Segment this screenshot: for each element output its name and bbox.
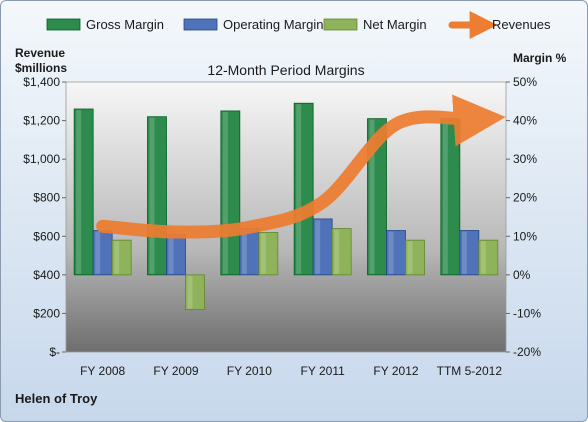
bar-net-margin (111, 239, 132, 276)
bar-highlight (260, 233, 266, 274)
category-label: TTM 5-2012 (437, 364, 503, 378)
revenue-line (96, 94, 506, 239)
company-label: Helen of Troy (15, 391, 98, 406)
bar-highlight (442, 119, 448, 274)
left-axis-tick-label: $400 (33, 268, 60, 282)
bar-highlight (114, 241, 120, 274)
bar-highlight (480, 241, 486, 274)
bar-gross-margin (73, 108, 94, 276)
right-axis-tick-label: 0% (513, 268, 531, 282)
bar-highlight (241, 229, 247, 274)
right-axis-tick-label: 50% (513, 75, 537, 89)
legend-label: Net Margin (363, 17, 427, 32)
left-axis-tick-label: $- (49, 345, 60, 359)
category-label: FY 2011 (301, 364, 346, 378)
bar-highlight (222, 111, 228, 274)
right-axis-tick-label: 10% (513, 229, 537, 243)
bar-net-margin (185, 274, 205, 310)
bar-highlight (369, 119, 375, 274)
left-axis-title-line1: Revenue (15, 46, 65, 60)
left-axis-tick-label: $200 (33, 306, 60, 320)
right-axis-tick-label: 30% (513, 152, 537, 166)
category-label: FY 2009 (153, 364, 198, 378)
chart-title: 12-Month Period Margins (207, 62, 364, 78)
bar-net-margin (258, 232, 279, 276)
right-axis-tick-label: 40% (513, 114, 537, 128)
bar-highlight (334, 229, 340, 274)
right-axis-tick-label: 20% (513, 191, 537, 205)
category-label: FY 2010 (227, 364, 272, 378)
left-axis-tick-label: $1,200 (23, 114, 60, 128)
right-axis-tick-label: -10% (513, 306, 541, 320)
bar-gross-margin (367, 118, 387, 276)
legend-label: Revenues (492, 17, 551, 32)
bar-net-margin (405, 239, 425, 276)
bar-highlight (296, 104, 302, 274)
bar-highlight (461, 231, 467, 274)
left-axis-tick-label: $800 (33, 191, 60, 205)
bar-highlight (168, 235, 174, 274)
left-axis-tick-label: $1,400 (23, 75, 60, 89)
right-axis-title: Margin % (513, 51, 567, 65)
bar-highlight (95, 231, 101, 274)
category-label: FY 2008 (80, 364, 125, 378)
left-axis-tick-label: $600 (33, 229, 60, 243)
bar-net-margin (331, 228, 352, 276)
legend-swatch-gross-margin (46, 18, 81, 31)
bar-highlight (407, 241, 413, 274)
bar-highlight (187, 275, 193, 309)
left-axis-title-line2: $millions (15, 61, 67, 75)
bar-gross-margin (293, 102, 314, 276)
bar-highlight (315, 219, 321, 274)
legend-label: Operating Margin (223, 17, 323, 32)
bar-net-margin (478, 239, 499, 276)
legend-swatch-operating-margin (183, 18, 218, 31)
category-label: FY 2012 (373, 364, 418, 378)
bar-highlight (149, 117, 155, 274)
bar-highlight (76, 110, 82, 274)
bar-highlight (388, 231, 394, 274)
right-axis-tick-label: -20% (513, 345, 541, 359)
legend-swatch-net-margin (323, 18, 358, 31)
left-axis-tick-label: $1,000 (23, 152, 60, 166)
legend-label: Gross Margin (86, 17, 164, 32)
